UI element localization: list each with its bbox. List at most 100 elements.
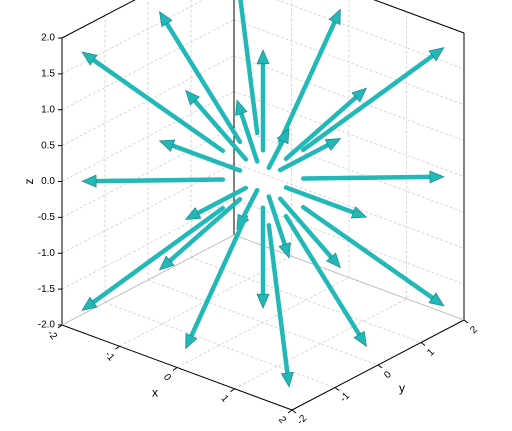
- tick: [230, 388, 235, 393]
- arrow-shaft: [283, 95, 359, 162]
- arrow-shaft: [266, 222, 290, 376]
- arrow-shaft: [91, 205, 226, 305]
- arrow: [184, 185, 249, 220]
- arrow: [185, 214, 249, 350]
- arrow-head: [350, 206, 368, 219]
- grid-line: [61, 91, 235, 182]
- z-tick-label: -2.0: [38, 320, 56, 331]
- arrow-shaft: [300, 174, 433, 181]
- arrow-shaft: [277, 19, 337, 144]
- arrow-shaft: [266, 194, 287, 247]
- arrow: [159, 10, 243, 145]
- grid-line: [233, 91, 465, 177]
- tick: [57, 324, 63, 329]
- arrow: [81, 174, 226, 188]
- arrow-head: [276, 127, 290, 145]
- grid-line: [190, 257, 422, 343]
- grid-line: [233, 19, 465, 106]
- tick: [334, 387, 340, 391]
- arrow: [300, 204, 445, 307]
- grid-line: [234, 298, 407, 390]
- arrow-shaft: [266, 138, 285, 171]
- arrow: [81, 51, 226, 154]
- arrow: [300, 170, 445, 184]
- grid-line: [61, 198, 235, 290]
- arrow: [81, 205, 226, 311]
- z-tick-label: -0.5: [38, 212, 56, 223]
- arrow-head: [256, 49, 270, 65]
- x-tick-label: -1: [102, 349, 116, 363]
- x-tick-label: 2: [276, 414, 288, 426]
- arrow: [158, 139, 243, 173]
- z-tick-label: -1.5: [38, 284, 56, 295]
- arrow-shaft: [170, 143, 243, 173]
- arrow-shaft: [239, 111, 260, 164]
- arrow-shaft: [238, 0, 260, 136]
- arrow-head: [429, 170, 445, 184]
- arrow: [283, 185, 368, 219]
- grid-line: [61, 19, 235, 111]
- arrow-head: [278, 242, 291, 259]
- arrow-head: [81, 174, 97, 188]
- arrow: [277, 196, 341, 269]
- arrow-head: [351, 87, 368, 103]
- arrow-head: [158, 139, 176, 152]
- arrow: [238, 0, 260, 136]
- arrow: [283, 213, 367, 348]
- grid-line: [147, 279, 379, 366]
- arrow-head: [353, 330, 367, 348]
- arrow-shaft: [283, 185, 356, 215]
- grid-line: [233, 162, 465, 249]
- arrow-shaft: [93, 177, 226, 184]
- z-tick-label: 0.0: [41, 176, 55, 187]
- grid-line: [233, 55, 465, 142]
- arrow: [266, 127, 290, 171]
- z-tick-label: -1.0: [38, 248, 56, 259]
- z-tick-label: 1.0: [41, 104, 55, 115]
- y-tick-label: 0: [382, 369, 394, 381]
- arrow: [256, 205, 270, 309]
- arrow-head: [326, 252, 341, 269]
- x-tick-label: 0: [161, 372, 173, 384]
- arrow: [283, 87, 368, 162]
- z-tick-label: 1.5: [41, 69, 55, 80]
- arrow-head: [159, 10, 173, 28]
- arrow-head: [158, 255, 175, 271]
- x-axis-title: x: [152, 386, 158, 400]
- arrow-head: [81, 296, 98, 311]
- tick: [420, 342, 426, 346]
- arrow-head: [235, 99, 248, 116]
- arrow-head: [328, 8, 341, 26]
- arrow-shaft: [164, 21, 243, 145]
- grid-line: [61, 127, 235, 218]
- arrow-shaft: [241, 187, 260, 220]
- arrow-shaft: [167, 196, 243, 263]
- arrow-head: [185, 332, 198, 350]
- arrow-shaft: [91, 57, 226, 154]
- arrow-shaft: [195, 185, 249, 216]
- z-axis-title: z: [22, 179, 36, 185]
- arrow-head: [184, 207, 202, 220]
- arrow-head: [280, 371, 294, 388]
- arrow-shaft: [300, 53, 435, 153]
- arrow: [300, 47, 445, 153]
- box-edge: [233, 234, 465, 321]
- grid-line: [104, 302, 336, 388]
- arrow: [158, 196, 243, 271]
- arrow-head: [428, 47, 445, 62]
- tick: [172, 367, 178, 371]
- arrow: [266, 222, 294, 388]
- arrow-shaft: [189, 214, 249, 339]
- arrow: [277, 138, 342, 173]
- arrow-shaft: [277, 196, 334, 260]
- y-tick-label: 1: [425, 346, 437, 358]
- y-axis-title: y: [399, 381, 405, 395]
- tick: [291, 409, 297, 414]
- tick: [463, 319, 469, 324]
- arrow: [235, 99, 260, 164]
- arrow-head: [256, 293, 270, 309]
- arrow-shaft: [277, 142, 331, 173]
- tick: [115, 345, 120, 350]
- y-tick-label: 2: [468, 324, 480, 336]
